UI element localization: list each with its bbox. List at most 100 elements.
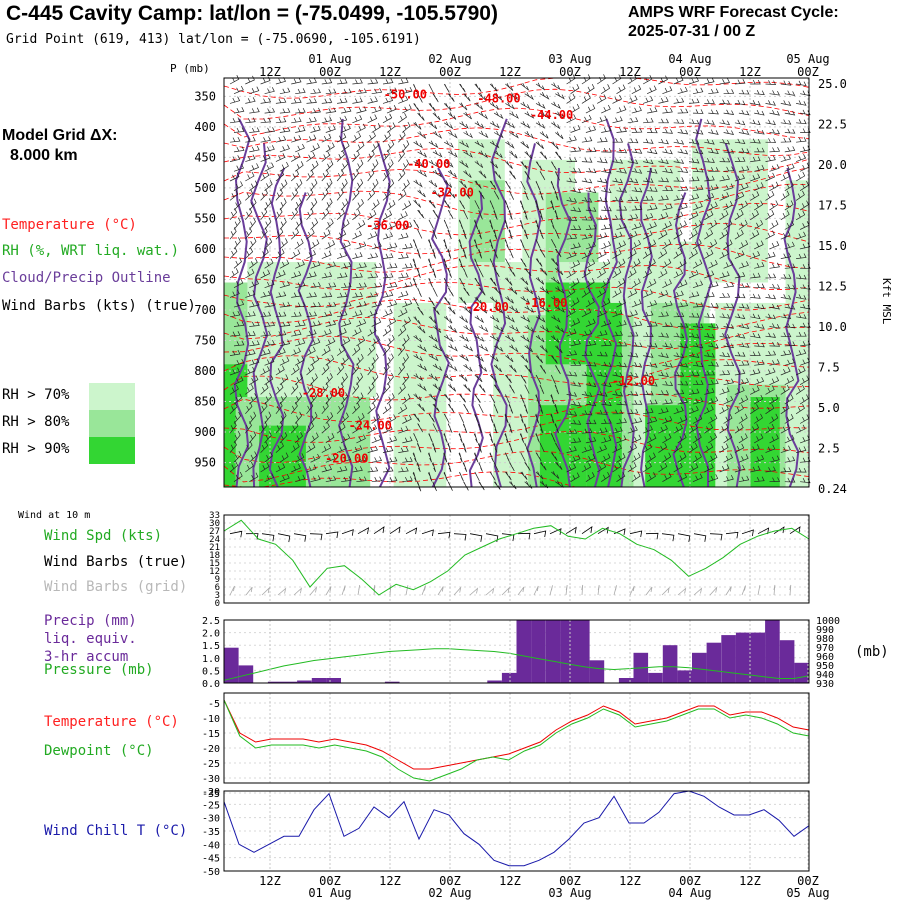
wind-barb bbox=[443, 180, 453, 188]
wind-barb bbox=[321, 363, 330, 376]
wind-barb bbox=[658, 390, 669, 395]
wind-barb bbox=[493, 150, 503, 158]
top-hour-label: 12Z bbox=[499, 65, 521, 79]
wind-barb bbox=[601, 147, 612, 153]
cloud-outline bbox=[724, 143, 741, 488]
wind-barb bbox=[612, 351, 624, 358]
wind-barb bbox=[367, 344, 376, 356]
wind-barb bbox=[535, 180, 541, 191]
wind-barb bbox=[677, 380, 689, 386]
wind-barb bbox=[382, 131, 391, 143]
wind-barb bbox=[646, 434, 657, 444]
wind-barb bbox=[581, 93, 591, 104]
wind-barb bbox=[474, 277, 481, 287]
wind-barb-grid bbox=[565, 585, 568, 596]
wind-barb bbox=[769, 413, 779, 424]
wind-barb bbox=[489, 121, 500, 129]
wind-barb bbox=[646, 299, 658, 308]
wind-barb bbox=[551, 452, 558, 461]
wind-barb bbox=[295, 107, 306, 114]
wind-barb bbox=[493, 248, 498, 259]
wind-barb-grid bbox=[373, 584, 376, 596]
wind-barb bbox=[658, 311, 669, 318]
precip-tick-label: 2.0 bbox=[202, 629, 220, 640]
wind-barb bbox=[765, 466, 776, 473]
wind-barb bbox=[367, 403, 376, 415]
wind-barb bbox=[769, 109, 780, 116]
wind-barb bbox=[597, 177, 608, 184]
wind-barb bbox=[493, 324, 504, 333]
wind-barb bbox=[581, 351, 593, 356]
wind-barb bbox=[428, 413, 435, 423]
wind-barb bbox=[233, 278, 244, 289]
wind-barb bbox=[539, 480, 549, 489]
wind-barb bbox=[719, 271, 730, 279]
wind-barb bbox=[708, 129, 719, 135]
wind-barb bbox=[765, 119, 776, 126]
wind-barb bbox=[352, 272, 363, 279]
wind-barb bbox=[750, 138, 761, 144]
wind-barb bbox=[524, 364, 532, 374]
wind-barb bbox=[249, 451, 258, 463]
wind-barb bbox=[750, 251, 761, 259]
wind-barb bbox=[321, 311, 333, 318]
wind-barb bbox=[570, 146, 582, 153]
wind-barb bbox=[402, 281, 413, 289]
wind-barb bbox=[585, 224, 597, 230]
wind-barb bbox=[264, 392, 272, 405]
wind-barb bbox=[443, 277, 449, 288]
wind-barb bbox=[539, 171, 546, 181]
wind-barb bbox=[612, 116, 623, 124]
wind-barb bbox=[417, 325, 426, 334]
wind-barb bbox=[275, 153, 286, 162]
wind-barb bbox=[738, 261, 749, 269]
wind-barb bbox=[356, 262, 367, 269]
wind-barb bbox=[692, 280, 703, 289]
wind-barb-grid bbox=[789, 584, 792, 596]
wind-barb bbox=[447, 481, 453, 491]
wind-barb bbox=[738, 129, 750, 135]
wind-barb bbox=[627, 408, 639, 415]
wind-barb bbox=[643, 212, 654, 221]
legend-temperature: Temperature (°C) bbox=[2, 217, 137, 233]
precip-bar bbox=[779, 640, 795, 683]
wind-barb bbox=[796, 136, 807, 143]
top-hour-label: 00Z bbox=[797, 65, 819, 79]
wind-barb-grid bbox=[757, 585, 761, 596]
top-hour-label: 12Z bbox=[379, 65, 401, 79]
wind-barb bbox=[750, 465, 761, 473]
wind-barb bbox=[233, 321, 245, 327]
wind-barb bbox=[551, 82, 561, 91]
wind-barb bbox=[555, 345, 563, 354]
wind-barb bbox=[754, 182, 764, 192]
wind-barb bbox=[402, 373, 410, 385]
wind-barb bbox=[765, 332, 777, 338]
temperature-contour bbox=[223, 107, 810, 139]
wind-barb bbox=[489, 277, 497, 287]
wind-barb bbox=[474, 140, 485, 148]
wind-barb bbox=[597, 427, 608, 434]
wind-barb bbox=[325, 198, 333, 211]
wind-barb bbox=[597, 196, 608, 203]
wind-barb bbox=[658, 158, 669, 164]
wind-barb bbox=[340, 433, 351, 444]
wind-barb bbox=[416, 268, 421, 279]
wind-barb bbox=[642, 462, 652, 473]
wind-barb bbox=[447, 93, 455, 102]
wind-barb bbox=[585, 125, 597, 133]
temperature-tick-label: -5 bbox=[208, 699, 220, 710]
wind-barb bbox=[723, 183, 734, 192]
wind-barb bbox=[708, 361, 719, 367]
wind-barb bbox=[585, 400, 597, 407]
wind-barb bbox=[784, 413, 794, 424]
pressure-tick-label: 850 bbox=[194, 395, 216, 409]
wind-barb bbox=[585, 259, 596, 269]
wind-barb bbox=[769, 376, 780, 386]
wind-barb bbox=[795, 424, 806, 434]
wind-barb bbox=[245, 171, 255, 182]
wind-barb bbox=[581, 410, 593, 416]
wind-barb bbox=[459, 83, 466, 93]
wind-barb bbox=[673, 352, 685, 359]
wind-barb bbox=[428, 471, 433, 482]
wind-barb bbox=[294, 238, 304, 250]
